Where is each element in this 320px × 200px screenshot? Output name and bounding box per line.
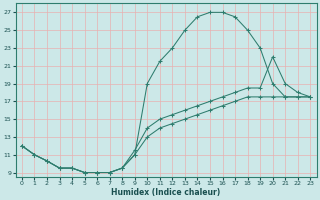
X-axis label: Humidex (Indice chaleur): Humidex (Indice chaleur) xyxy=(111,188,221,197)
